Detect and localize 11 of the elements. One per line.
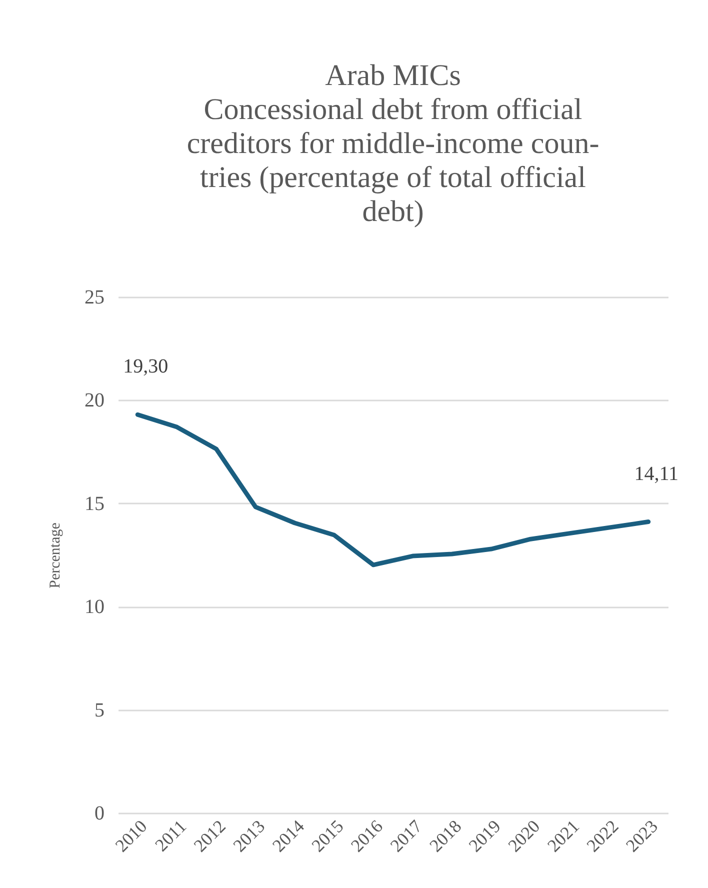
- y-tick-label: 15: [84, 492, 104, 515]
- x-tick-label: 2011: [151, 816, 190, 856]
- data-label: 19,30: [123, 356, 168, 378]
- y-tick-label: 0: [94, 802, 104, 824]
- y-tick-label: 25: [84, 286, 104, 308]
- data-label: 14,11: [634, 462, 678, 485]
- y-tick-label: 20: [84, 390, 104, 412]
- y-axis-title: Percentage: [48, 522, 64, 588]
- chart-title: Arab MICs Concessional debt from official creditors for middle-income coun- tries (percentage of total official debt): [186, 59, 600, 228]
- y-tick-label: 5: [94, 699, 104, 722]
- y-tick-label: 10: [84, 596, 104, 618]
